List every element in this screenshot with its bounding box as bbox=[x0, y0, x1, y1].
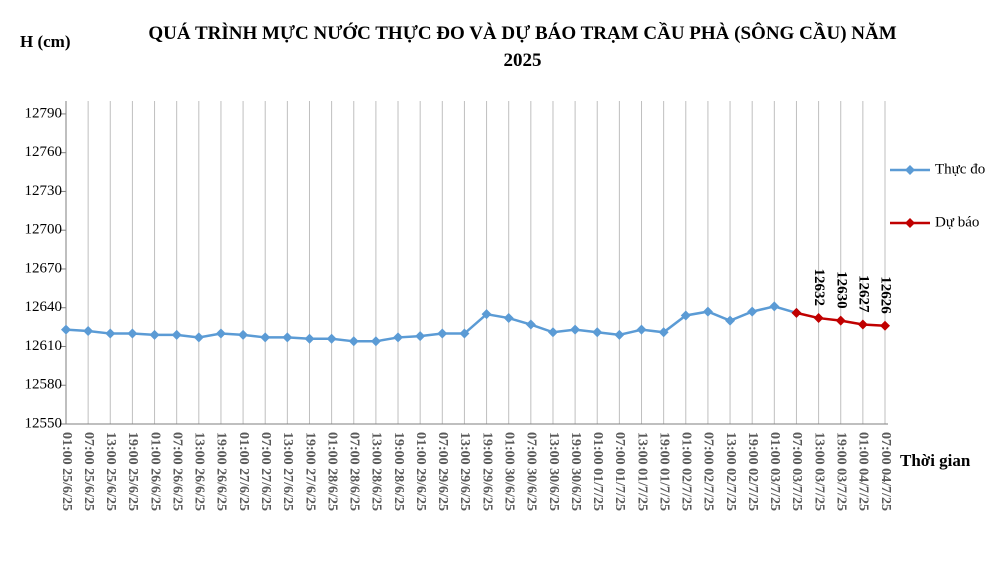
point bbox=[304, 333, 315, 344]
x-tick-label: 13:00 30/6/25 bbox=[546, 432, 561, 511]
point bbox=[636, 324, 647, 335]
point bbox=[747, 306, 758, 317]
x-tick-label: 13:00 03/7/25 bbox=[811, 432, 826, 511]
x-tick-label: 19:00 29/6/25 bbox=[479, 432, 494, 511]
point bbox=[326, 333, 337, 344]
point bbox=[459, 328, 470, 339]
y-tick-label: 12790 bbox=[25, 105, 63, 121]
point bbox=[260, 332, 271, 343]
point bbox=[215, 328, 226, 339]
x-tick-label: 19:00 27/6/25 bbox=[302, 432, 317, 511]
legend-label: Thực đo bbox=[935, 161, 985, 177]
x-tick-label: 07:00 27/6/25 bbox=[258, 432, 273, 511]
x-tick-label: 07:00 01/7/25 bbox=[612, 432, 627, 511]
y-tick-label: 12640 bbox=[25, 299, 63, 315]
point bbox=[835, 315, 846, 326]
point bbox=[282, 332, 293, 343]
x-tick-label: 13:00 28/6/25 bbox=[369, 432, 384, 511]
data-label: 12632 bbox=[811, 269, 827, 307]
point bbox=[83, 325, 94, 336]
x-tick-label: 07:00 30/6/25 bbox=[524, 432, 539, 511]
x-tick-label: 13:00 02/7/25 bbox=[723, 432, 738, 511]
x-tick-label: 19:00 02/7/25 bbox=[745, 432, 760, 511]
point bbox=[725, 315, 736, 326]
y-tick-label: 12610 bbox=[25, 338, 63, 354]
x-tick-label: 01:00 28/6/25 bbox=[324, 432, 339, 511]
x-tick-label: 01:00 25/6/25 bbox=[59, 432, 74, 511]
data-label: 12627 bbox=[855, 275, 871, 313]
y-tick-label: 12700 bbox=[25, 222, 63, 238]
x-tick-label: 01:00 27/6/25 bbox=[236, 432, 251, 511]
x-tick-label: 19:00 03/7/25 bbox=[834, 432, 849, 511]
point bbox=[481, 309, 492, 320]
legend-marker bbox=[905, 218, 915, 228]
point bbox=[105, 328, 116, 339]
series-line bbox=[65, 305, 797, 343]
x-tick-label: 07:00 26/6/25 bbox=[169, 432, 184, 511]
x-tick-label: 01:00 04/7/25 bbox=[856, 432, 871, 511]
x-tick-label: 19:00 30/6/25 bbox=[568, 432, 583, 511]
point bbox=[393, 332, 404, 343]
point bbox=[370, 336, 381, 347]
x-tick-label: 19:00 25/6/25 bbox=[125, 432, 140, 511]
point bbox=[238, 329, 249, 340]
x-tick-label: 13:00 29/6/25 bbox=[457, 432, 472, 511]
y-tick-label: 12670 bbox=[25, 260, 63, 276]
x-tick-label: 13:00 25/6/25 bbox=[103, 432, 118, 511]
point bbox=[437, 328, 448, 339]
x-tick-label: 01:00 02/7/25 bbox=[679, 432, 694, 511]
point bbox=[791, 307, 802, 318]
point bbox=[193, 332, 204, 343]
point bbox=[614, 329, 625, 340]
point bbox=[415, 331, 426, 342]
x-tick-label: 07:00 04/7/25 bbox=[878, 432, 893, 511]
point bbox=[570, 324, 581, 335]
x-tick-label: 01:00 03/7/25 bbox=[767, 432, 782, 511]
data-label: 12630 bbox=[833, 271, 849, 309]
x-tick-label: 13:00 27/6/25 bbox=[280, 432, 295, 511]
legend-label: Dự báo bbox=[935, 214, 979, 230]
x-axis-label: Thời gian bbox=[900, 451, 971, 470]
x-tick-label: 07:00 02/7/25 bbox=[701, 432, 716, 511]
legend-marker bbox=[905, 165, 915, 175]
x-tick-label: 19:00 28/6/25 bbox=[391, 432, 406, 511]
point bbox=[592, 327, 603, 338]
x-tick-label: 19:00 01/7/25 bbox=[656, 432, 671, 511]
x-tick-label: 19:00 26/6/25 bbox=[214, 432, 229, 511]
point bbox=[680, 310, 691, 321]
x-tick-label: 07:00 03/7/25 bbox=[789, 432, 804, 511]
point bbox=[702, 306, 713, 317]
x-tick-label: 13:00 01/7/25 bbox=[634, 432, 649, 511]
point bbox=[880, 320, 890, 331]
point bbox=[171, 329, 182, 340]
y-tick-label: 12760 bbox=[25, 144, 63, 160]
y-axis-label: H (cm) bbox=[20, 32, 71, 51]
x-tick-label: 01:00 29/6/25 bbox=[413, 432, 428, 511]
x-tick-label: 01:00 01/7/25 bbox=[590, 432, 605, 511]
point bbox=[813, 313, 824, 324]
x-tick-label: 01:00 30/6/25 bbox=[501, 432, 516, 511]
x-tick-label: 07:00 25/6/25 bbox=[81, 432, 96, 511]
x-tick-label: 01:00 26/6/25 bbox=[147, 432, 162, 511]
point bbox=[149, 329, 160, 340]
point bbox=[857, 319, 868, 330]
point bbox=[658, 327, 669, 338]
x-tick-label: 07:00 28/6/25 bbox=[347, 432, 362, 511]
point bbox=[547, 327, 558, 338]
y-tick-label: 12550 bbox=[25, 415, 63, 431]
y-tick-label: 12580 bbox=[25, 377, 63, 393]
y-tick-label: 12730 bbox=[25, 183, 63, 199]
point bbox=[61, 324, 71, 335]
x-tick-label: 13:00 26/6/25 bbox=[192, 432, 207, 511]
x-tick-label: 07:00 29/6/25 bbox=[435, 432, 450, 511]
point bbox=[127, 328, 138, 339]
point bbox=[503, 313, 514, 324]
point bbox=[769, 301, 780, 312]
point bbox=[348, 336, 359, 347]
chart-title: QUÁ TRÌNH MỰC NƯỚC THỰC ĐO VÀ DỰ BÁO TRẠ… bbox=[148, 23, 897, 71]
data-label: 12626 bbox=[878, 276, 894, 314]
point bbox=[525, 319, 536, 330]
